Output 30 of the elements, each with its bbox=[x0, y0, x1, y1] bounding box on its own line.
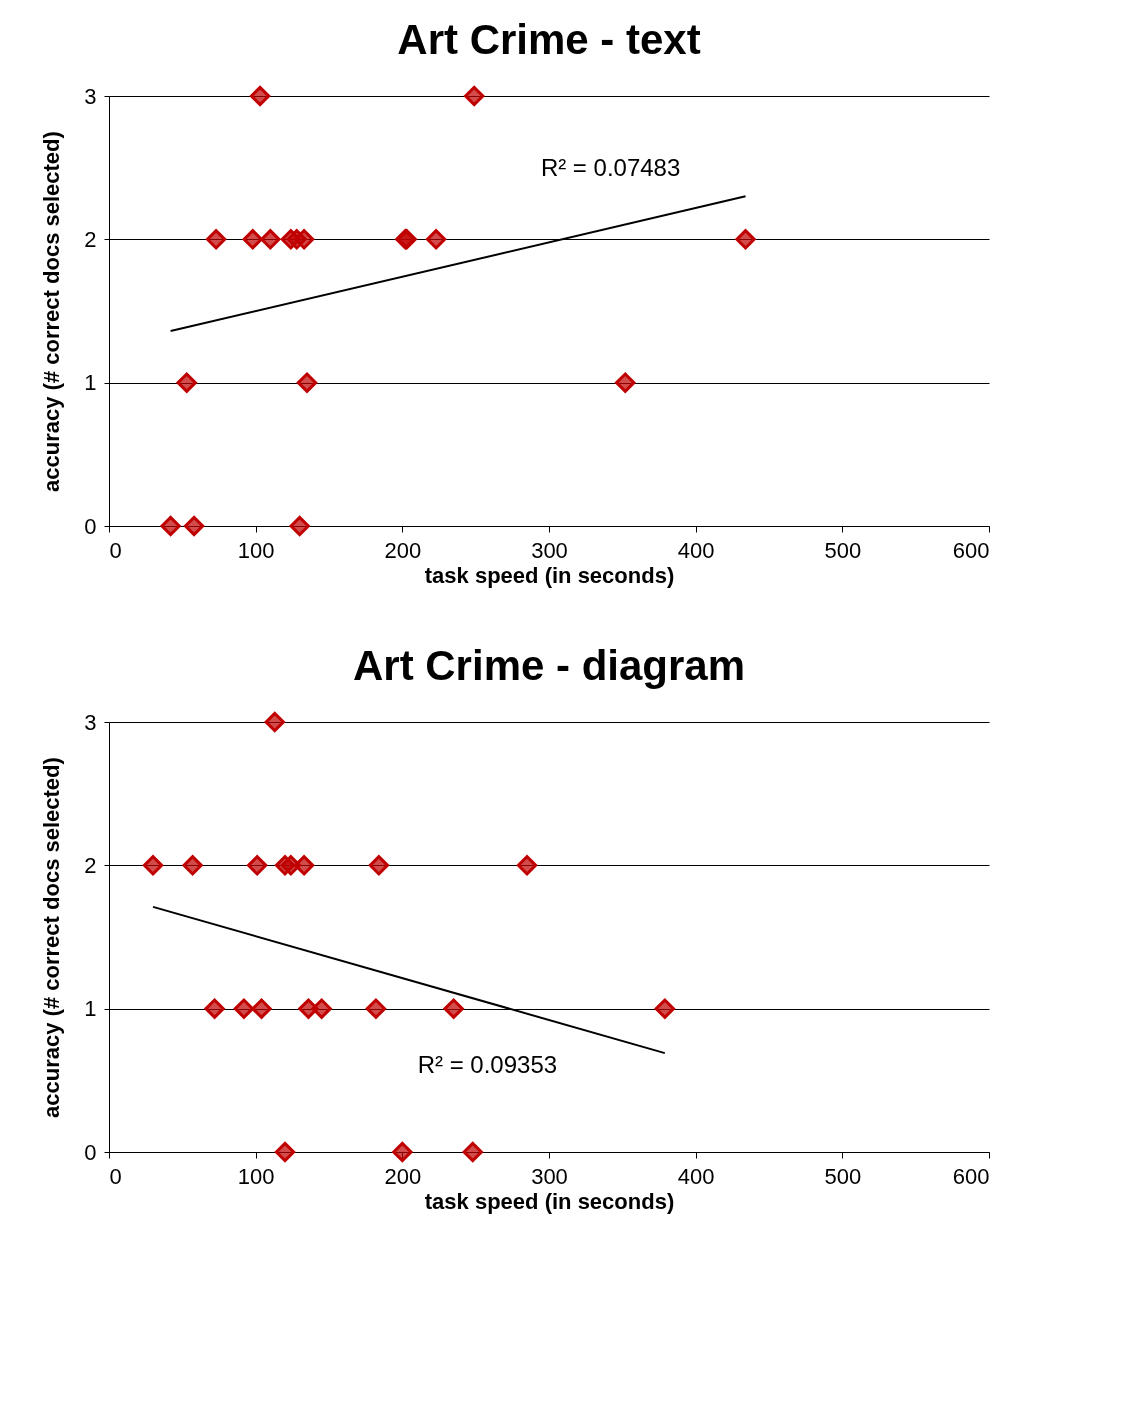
x-axis-title: task speed (in seconds) bbox=[424, 1188, 675, 1214]
x-axis-title: task speed (in seconds) bbox=[424, 562, 675, 588]
x-tick-label: 600 bbox=[952, 1163, 990, 1189]
x-tick-label: 200 bbox=[384, 1163, 422, 1189]
x-tick-label: 0 bbox=[109, 1163, 122, 1189]
x-tick-label: 400 bbox=[677, 537, 715, 563]
y-tick-label: 2 bbox=[84, 852, 97, 878]
annotation: R² = 0.07483 bbox=[540, 154, 681, 182]
y-axis-title: accuracy (# correct docs selected) bbox=[39, 131, 65, 492]
x-tick-label: 300 bbox=[531, 537, 568, 563]
x-tick-label: 400 bbox=[677, 1163, 715, 1189]
x-tick-label: 600 bbox=[952, 537, 990, 563]
x-tick-label: 100 bbox=[237, 537, 275, 563]
y-axis-title: accuracy (# correct docs selected) bbox=[39, 757, 65, 1118]
y-tick-label: 3 bbox=[84, 83, 97, 109]
x-tick-label: 500 bbox=[824, 537, 862, 563]
y-tick-label: 0 bbox=[84, 1139, 97, 1165]
annotation: R² = 0.09353 bbox=[417, 1051, 558, 1078]
chart-title: Art Crime - text bbox=[397, 16, 701, 64]
y-tick-label: 0 bbox=[84, 513, 97, 539]
y-tick-label: 1 bbox=[84, 996, 97, 1022]
y-tick-label: 3 bbox=[84, 709, 97, 735]
x-tick-label: 500 bbox=[824, 1163, 862, 1189]
x-tick-label: 200 bbox=[384, 537, 422, 563]
x-tick-label: 0 bbox=[109, 537, 122, 563]
y-tick-label: 2 bbox=[84, 226, 97, 252]
chart-title: Art Crime - diagram bbox=[352, 642, 746, 690]
x-tick-label: 300 bbox=[531, 1163, 568, 1189]
x-tick-label: 100 bbox=[237, 1163, 275, 1189]
y-tick-label: 1 bbox=[84, 370, 97, 396]
